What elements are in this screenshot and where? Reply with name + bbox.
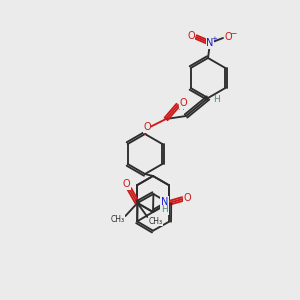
Text: O: O [224,32,232,42]
Text: N: N [161,197,168,207]
Text: O: O [187,31,195,41]
Text: H: H [213,95,219,104]
Text: O: O [123,179,130,189]
Text: O: O [179,98,187,108]
Text: +: + [211,36,217,42]
Text: H: H [178,103,184,112]
Text: O: O [143,122,151,132]
Text: N: N [206,38,214,48]
Text: O: O [184,193,191,203]
Text: CH₃: CH₃ [148,217,163,226]
Text: H: H [161,206,168,214]
Text: CH₃: CH₃ [110,215,124,224]
Text: −: − [229,28,237,38]
